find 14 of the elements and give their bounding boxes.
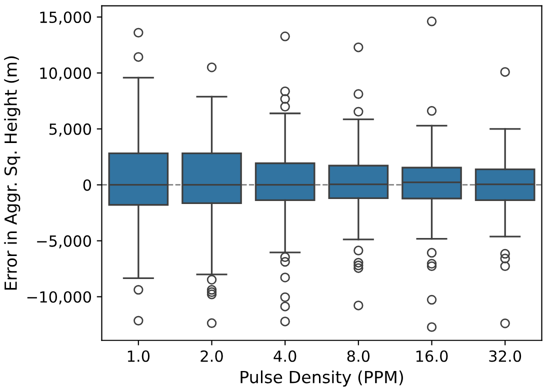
x-tick-label: 8.0 xyxy=(347,350,370,362)
y-tick-label: 15,000 xyxy=(40,11,92,25)
y-tick-label: 5,000 xyxy=(49,123,92,136)
x-tick-label: 4.0 xyxy=(274,350,296,362)
x-tick-label: 1.0 xyxy=(128,350,150,362)
y-tick-label: −5,000 xyxy=(37,235,92,248)
y-axis-title: Error in Aggr. Sq. Height (m) xyxy=(4,56,20,290)
x-tick-label: 2.0 xyxy=(200,350,223,362)
y-tick-label: 0 xyxy=(83,179,92,191)
x-tick-label: 16.0 xyxy=(416,350,448,362)
x-axis-title: Pulse Density (PPM) xyxy=(240,370,403,387)
x-tick-label: 32.0 xyxy=(489,350,522,362)
y-tick-label: 10,000 xyxy=(40,67,92,81)
y-tick-label: −10,000 xyxy=(27,291,92,304)
